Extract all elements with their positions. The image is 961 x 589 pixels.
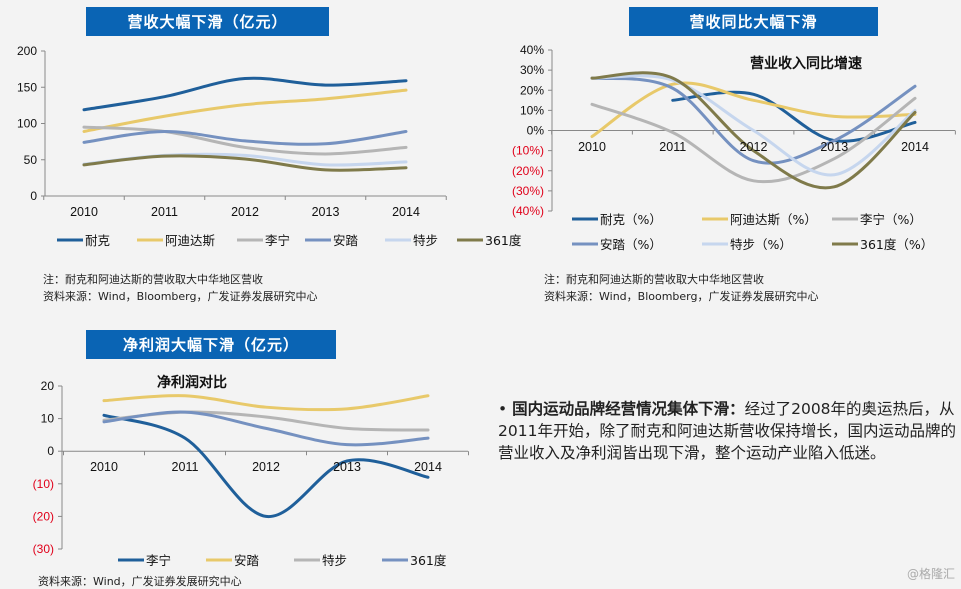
x-tick-label: 2010 [90, 460, 118, 474]
legend-label: 阿迪达斯 [165, 233, 215, 248]
x-tick-label: 2014 [414, 460, 442, 474]
x-tick-label: 2011 [659, 140, 686, 154]
x-tick-label: 2012 [231, 205, 259, 219]
chart3-plot: (30) (20) (10) 0 10 20 2010 2011 2012 2013 2014 李宁 安… [33, 379, 469, 568]
legend-label: 李宁 [265, 233, 290, 248]
y-tick-label: 150 [17, 80, 37, 94]
series-line-1 [592, 83, 915, 137]
y-tick-label: (30%) [512, 184, 544, 198]
x-tick-label: 2011 [172, 460, 199, 474]
legend-label: 阿迪达斯（%） [730, 212, 817, 227]
y-tick-label: 30% [520, 63, 544, 77]
chart1-plot: 0 50 100 150 200 2010 2011 2012 2013 2014 耐克 阿迪达斯 李宁… [17, 44, 522, 248]
series-line-3 [84, 131, 406, 144]
y-tick-label: 10% [520, 103, 544, 117]
y-tick-label: 0 [30, 189, 37, 203]
x-tick-label: 2014 [392, 205, 420, 219]
legend-label: 耐克 [85, 233, 110, 248]
legend-label: 361度 [410, 553, 447, 568]
y-tick-label: (40%) [512, 204, 544, 218]
legend-label: 李宁（%） [860, 212, 922, 227]
legend-label: 耐克（%） [600, 212, 662, 227]
series-line-1 [84, 90, 406, 131]
chart2-plot: (40%) (30%) (20%) (10%) 0% 10% 20% 30% 40% 2010 20… [512, 43, 955, 252]
y-tick-label: 100 [17, 117, 37, 131]
legend-label: 361度（%） [860, 237, 933, 252]
y-tick-label: (10%) [512, 144, 544, 158]
summary-heading: 国内运动品牌经营情况集体下滑： [512, 400, 745, 418]
watermark: @格隆汇 [907, 565, 955, 582]
legend-label: 特步 [322, 553, 347, 568]
legend-label: 李宁 [146, 553, 171, 568]
legend-label: 361度 [485, 233, 522, 248]
y-tick-label: (30) [33, 542, 54, 556]
y-tick-label: (20%) [512, 164, 544, 178]
series-line-1 [104, 396, 428, 410]
x-tick-label: 2013 [820, 140, 848, 154]
y-tick-label: 0% [527, 124, 545, 138]
legend-label: 特步（%） [730, 237, 792, 252]
legend-label: 安踏（%） [600, 237, 662, 252]
y-tick-label: 50 [24, 153, 38, 167]
y-tick-label: 10 [41, 412, 55, 426]
legend-label: 特步 [413, 233, 438, 248]
x-tick-label: 2014 [901, 140, 929, 154]
y-tick-label: 40% [520, 43, 544, 57]
x-tick-label: 2010 [578, 140, 606, 154]
legend-label: 安踏 [234, 553, 260, 568]
y-tick-label: (20) [33, 509, 54, 523]
summary-bullet: • 国内运动品牌经营情况集体下滑：经过了2008年的奥运热后，从2011年开始，… [498, 398, 958, 464]
y-tick-label: (10) [33, 477, 54, 491]
x-tick-label: 2012 [252, 460, 280, 474]
y-tick-label: 20 [41, 379, 55, 393]
y-tick-label: 20% [520, 83, 544, 97]
legend-label: 安踏 [333, 233, 359, 248]
x-tick-label: 2013 [312, 205, 340, 219]
y-tick-label: 200 [17, 44, 37, 58]
x-tick-label: 2012 [740, 140, 768, 154]
y-tick-label: 0 [47, 444, 54, 458]
x-tick-label: 2013 [333, 460, 361, 474]
x-tick-label: 2011 [151, 205, 178, 219]
x-tick-label: 2010 [70, 205, 98, 219]
